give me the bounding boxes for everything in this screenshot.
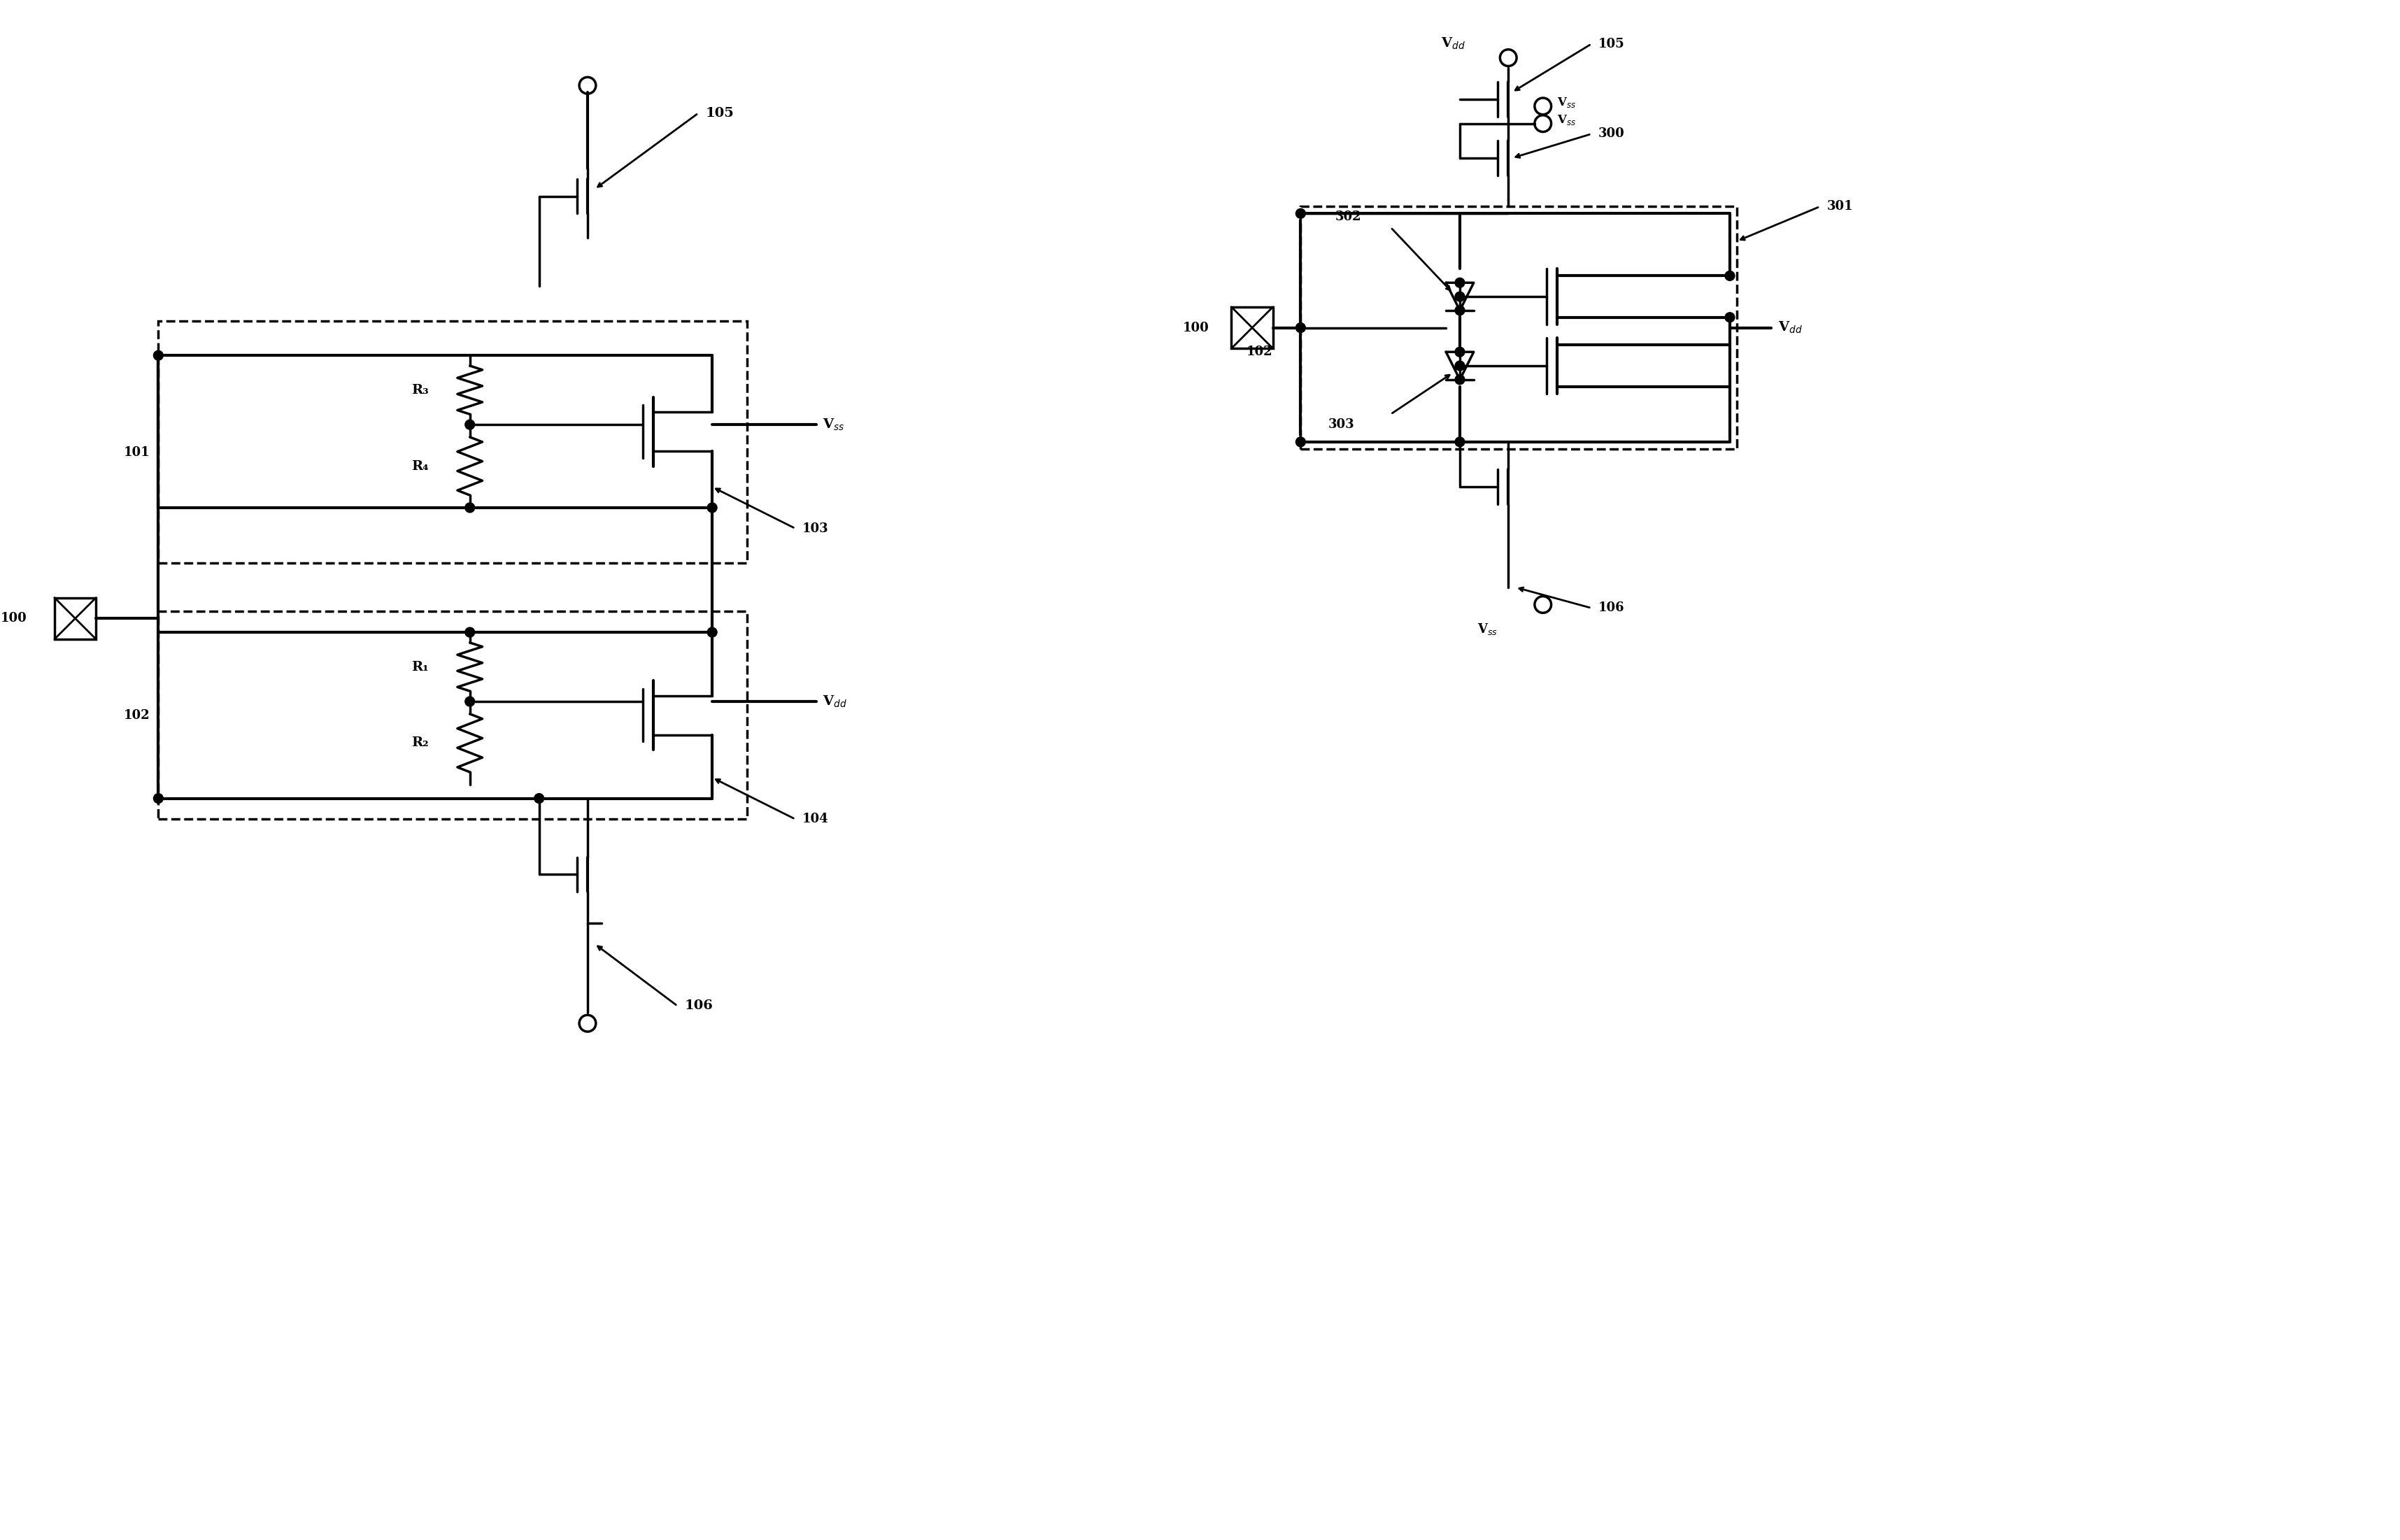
Circle shape <box>708 627 718 638</box>
Bar <box>1231 306 1272 348</box>
Circle shape <box>535 793 545 804</box>
Circle shape <box>1296 323 1306 333</box>
Circle shape <box>708 504 718 513</box>
Circle shape <box>1296 437 1306 447</box>
Text: 102: 102 <box>1246 345 1272 359</box>
Text: 100: 100 <box>1183 322 1210 334</box>
Text: R₁: R₁ <box>410 661 427 673</box>
Text: 106: 106 <box>684 999 713 1012</box>
Text: 104: 104 <box>802 813 828 825</box>
Text: V$_{ss}$: V$_{ss}$ <box>1558 95 1577 109</box>
Text: 105: 105 <box>706 106 734 120</box>
Circle shape <box>1454 437 1464 447</box>
Text: 101: 101 <box>125 447 151 459</box>
Circle shape <box>1296 208 1306 219</box>
Text: 302: 302 <box>1334 211 1361 223</box>
Text: 103: 103 <box>802 522 828 534</box>
Text: 105: 105 <box>1598 37 1625 51</box>
Circle shape <box>1454 305 1464 316</box>
Circle shape <box>1454 346 1464 357</box>
Text: 301: 301 <box>1826 200 1853 213</box>
Circle shape <box>1454 277 1464 288</box>
Circle shape <box>466 504 475 513</box>
Circle shape <box>1454 360 1464 371</box>
Bar <box>55 598 96 639</box>
Text: 102: 102 <box>125 708 151 722</box>
Circle shape <box>1454 374 1464 385</box>
Circle shape <box>466 696 475 707</box>
Circle shape <box>154 793 163 804</box>
Circle shape <box>1726 313 1735 322</box>
Text: V$_{dd}$: V$_{dd}$ <box>1778 320 1802 336</box>
Circle shape <box>154 351 163 360</box>
Text: 303: 303 <box>1327 419 1354 431</box>
Text: 106: 106 <box>1598 602 1625 614</box>
Text: 300: 300 <box>1598 128 1625 140</box>
Text: R₂: R₂ <box>410 736 427 750</box>
Circle shape <box>1726 271 1735 280</box>
Text: V$_{dd}$: V$_{dd}$ <box>1440 35 1464 51</box>
Text: V$_{dd}$: V$_{dd}$ <box>823 695 847 708</box>
Circle shape <box>466 420 475 430</box>
Text: V$_{ss}$: V$_{ss}$ <box>1558 114 1577 126</box>
Circle shape <box>1454 291 1464 302</box>
Text: R₄: R₄ <box>410 460 427 473</box>
Text: R₃: R₃ <box>410 383 427 396</box>
Text: 100: 100 <box>0 611 26 625</box>
Text: V$_{ss}$: V$_{ss}$ <box>823 417 845 433</box>
Text: V$_{ss}$: V$_{ss}$ <box>1478 622 1498 636</box>
Circle shape <box>466 627 475 638</box>
